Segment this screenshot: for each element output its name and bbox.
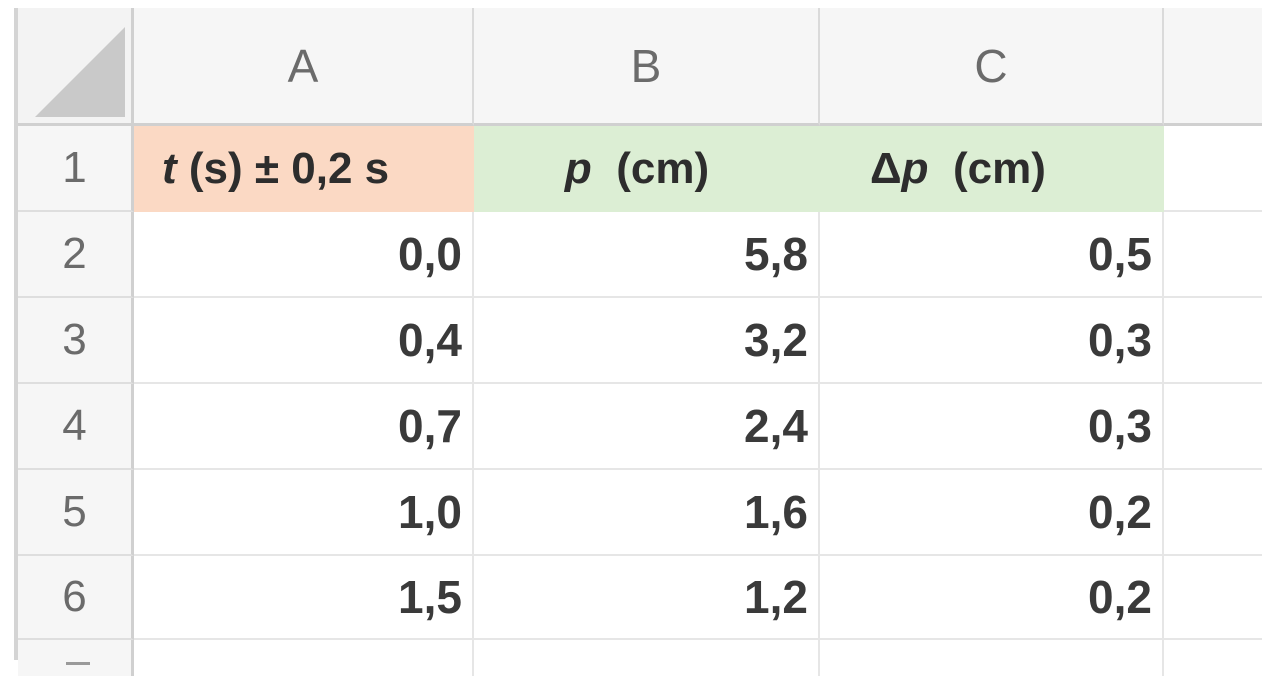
spreadsheet: A B C 1 2 3 4 5 6 t (s) ± 0,2 s p (cm) Δ…	[14, 8, 1262, 676]
cell-b1-unit: (cm)	[591, 144, 710, 193]
cell-c1-unit: (cm)	[928, 144, 1046, 193]
sheet-left-edge	[14, 8, 18, 660]
row-header-6[interactable]: 6	[18, 556, 134, 640]
cell-c2[interactable]: 0,5	[820, 212, 1164, 298]
cell-a1-unit: (s) ± 0,2 s	[176, 144, 390, 193]
cell-a5[interactable]: 1,0	[134, 470, 474, 556]
column-header-b[interactable]: B	[474, 8, 820, 126]
cell-d4[interactable]	[1164, 384, 1262, 470]
cell-b1[interactable]: p (cm)	[474, 126, 820, 212]
cell-b7[interactable]	[474, 640, 820, 676]
cell-a1[interactable]: t (s) ± 0,2 s	[134, 126, 474, 212]
cell-d2[interactable]	[1164, 212, 1262, 298]
cell-a7[interactable]	[134, 640, 474, 676]
cell-d1[interactable]	[1164, 126, 1262, 212]
cell-b2[interactable]: 5,8	[474, 212, 820, 298]
row-header-5[interactable]: 5	[18, 470, 134, 556]
cell-a4[interactable]: 0,7	[134, 384, 474, 470]
cell-c1-variable: p	[901, 144, 929, 193]
cell-a6[interactable]: 1,5	[134, 556, 474, 640]
select-all-corner[interactable]	[18, 8, 134, 126]
column-header-c[interactable]: C	[820, 8, 1164, 126]
row-header-1[interactable]: 1	[18, 126, 134, 212]
cell-d5[interactable]	[1164, 470, 1262, 556]
cell-b5[interactable]: 1,6	[474, 470, 820, 556]
cell-c6[interactable]: 0,2	[820, 556, 1164, 640]
cell-c5[interactable]: 0,2	[820, 470, 1164, 556]
cell-b6[interactable]: 1,2	[474, 556, 820, 640]
cell-b1-variable: p	[564, 144, 592, 193]
cell-b3[interactable]: 3,2	[474, 298, 820, 384]
cell-d6[interactable]	[1164, 556, 1262, 640]
column-header-d[interactable]	[1164, 8, 1262, 126]
cell-a2[interactable]: 0,0	[134, 212, 474, 298]
cell-c3[interactable]: 0,3	[820, 298, 1164, 384]
row-header-7-partial[interactable]	[18, 640, 134, 676]
cell-a3[interactable]: 0,4	[134, 298, 474, 384]
cell-c4[interactable]: 0,3	[820, 384, 1164, 470]
row-7-number-fragment	[66, 662, 90, 665]
row-header-4[interactable]: 4	[18, 384, 134, 470]
cell-c1-delta: Δ	[870, 144, 902, 193]
cell-b4[interactable]: 2,4	[474, 384, 820, 470]
cell-c7[interactable]	[820, 640, 1164, 676]
row-header-2[interactable]: 2	[18, 212, 134, 298]
row-header-3[interactable]: 3	[18, 298, 134, 384]
cell-a1-variable: t	[162, 144, 177, 193]
cell-d3[interactable]	[1164, 298, 1262, 384]
select-all-triangle-icon	[35, 27, 125, 117]
column-header-a[interactable]: A	[134, 8, 474, 126]
